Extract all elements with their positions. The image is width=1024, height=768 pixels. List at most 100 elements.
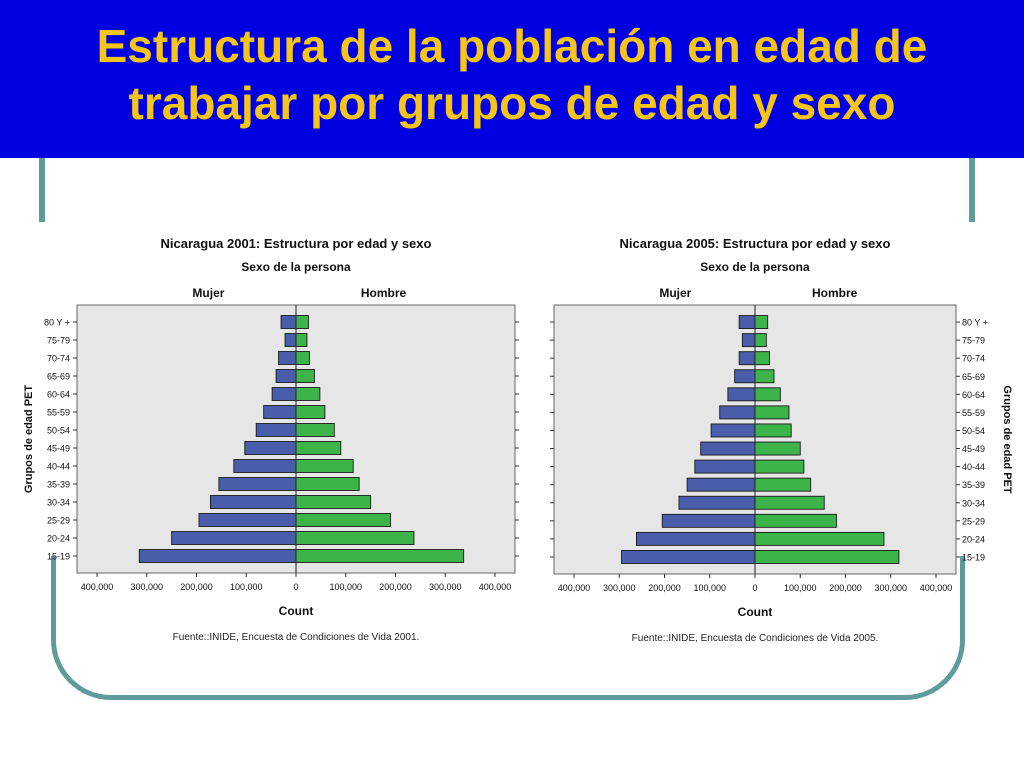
x-tick-label: 200,000	[379, 582, 412, 592]
y-label-left: 30-34	[47, 498, 70, 508]
y-label-right: 50-54	[962, 426, 985, 436]
source-note: Fuente::INIDE, Encuesta de Condiciones d…	[632, 633, 879, 644]
bar-mujer-75-79	[284, 333, 297, 347]
bar-mujer-80Y	[280, 315, 297, 329]
bar-hombre-20-24	[754, 531, 885, 546]
bar-hombre-15-19	[754, 550, 900, 564]
y-label-right: 30-34	[962, 498, 985, 508]
y-label-right: 80 Y +	[962, 318, 988, 328]
bar-hombre-65-69	[295, 369, 315, 383]
y-label-right: 20-24	[962, 534, 985, 544]
bar-hombre-70-74	[295, 351, 310, 365]
x-tick-label: 200,000	[180, 582, 213, 592]
x-tick-label: 100,000	[329, 582, 362, 592]
bar-hombre-30-34	[754, 495, 825, 510]
y-label-left: 20-24	[47, 534, 70, 544]
x-tick-label: 300,000	[429, 582, 462, 592]
bar-hombre-75-79	[295, 333, 308, 347]
y-axis-label-left: Grupos de edad PET	[23, 385, 35, 493]
bar-mujer-25-29	[198, 513, 297, 527]
source-note: Fuente::INIDE, Encuesta de Condiciones d…	[173, 632, 420, 643]
bar-hombre-60-64	[295, 387, 321, 401]
frame-bottom-border	[51, 556, 965, 700]
bar-hombre-80Y	[754, 315, 769, 329]
y-label-right: 60-64	[962, 390, 985, 400]
y-label-left: 40-44	[47, 462, 70, 472]
x-tick-label: 200,000	[829, 583, 862, 593]
bar-mujer-80Y	[738, 315, 756, 329]
slide-header	[0, 0, 1024, 158]
bar-mujer-60-64	[727, 387, 756, 402]
bar-mujer-40-44	[233, 459, 297, 473]
x-tick-label: 400,000	[558, 583, 591, 593]
bar-mujer-30-34	[678, 495, 756, 510]
bar-hombre-75-79	[754, 333, 767, 348]
population-pyramid-2001: Nicaragua 2001: Estructura por edad y se…	[23, 236, 519, 643]
bar-hombre-25-29	[754, 513, 837, 528]
slide-title: Estructura de la población en edad de tr…	[0, 18, 1024, 132]
y-label-left: 75-79	[47, 336, 70, 346]
x-tick-label: 200,000	[648, 583, 681, 593]
bar-mujer-20-24	[171, 531, 297, 545]
y-label-right: 55-59	[962, 408, 985, 418]
bar-mujer-50-54	[710, 423, 756, 438]
bar-hombre-45-49	[754, 441, 801, 456]
y-label-right: 15-19	[962, 552, 985, 562]
x-tick-label: 100,000	[230, 582, 263, 592]
y-label-right: 35-39	[962, 480, 985, 490]
y-label-right: 75-79	[962, 336, 985, 346]
bar-mujer-15-19	[138, 549, 297, 563]
bar-hombre-40-44	[295, 459, 354, 473]
x-tick-label: 0	[293, 582, 298, 592]
chart-subtitle: Sexo de la persona	[700, 260, 810, 274]
x-axis-label: Count	[738, 605, 773, 619]
bar-mujer-55-59	[719, 405, 756, 420]
frame-left-bar	[39, 158, 45, 222]
bar-mujer-55-59	[263, 405, 297, 419]
x-tick-label: 400,000	[81, 582, 114, 592]
legend-hombre: Hombre	[812, 286, 858, 300]
bar-mujer-45-49	[700, 441, 756, 456]
y-label-left: 35-39	[47, 480, 70, 490]
x-tick-label: 400,000	[920, 583, 953, 593]
x-tick-label: 0	[752, 583, 757, 593]
bar-mujer-65-69	[275, 369, 297, 383]
bar-mujer-30-34	[209, 495, 297, 509]
y-label-right: 65-69	[962, 372, 985, 382]
x-tick-label: 300,000	[603, 583, 636, 593]
bar-hombre-65-69	[754, 369, 775, 384]
bar-hombre-20-24	[295, 531, 415, 545]
bar-hombre-45-49	[295, 441, 342, 455]
bar-hombre-50-54	[295, 423, 335, 437]
legend-mujer: Mujer	[659, 286, 691, 300]
chart-title: Nicaragua 2005: Estructura por edad y se…	[620, 236, 891, 251]
bar-hombre-60-64	[754, 387, 781, 402]
y-label-left: 60-64	[47, 390, 70, 400]
bar-hombre-55-59	[754, 405, 790, 420]
x-tick-label: 100,000	[693, 583, 726, 593]
bar-hombre-55-59	[295, 405, 326, 419]
bar-mujer-75-79	[741, 333, 756, 348]
x-axis-label: Count	[279, 604, 314, 618]
x-tick-label: 400,000	[479, 582, 512, 592]
slide-title-line-1: Estructura de la población en edad de	[96, 20, 928, 72]
bar-mujer-70-74	[278, 351, 297, 365]
y-label-left: 65-69	[47, 372, 70, 382]
population-pyramid-2005: Nicaragua 2005: Estructura por edad y se…	[550, 236, 1013, 644]
bar-hombre-35-39	[754, 477, 812, 492]
bar-mujer-65-69	[734, 369, 756, 384]
bar-mujer-45-49	[244, 441, 297, 455]
chart-title: Nicaragua 2001: Estructura por edad y se…	[161, 236, 432, 251]
y-label-left: 15-19	[47, 552, 70, 562]
bar-hombre-80Y	[295, 315, 309, 329]
y-label-left: 55-59	[47, 408, 70, 418]
bar-mujer-20-24	[635, 531, 756, 546]
bar-mujer-60-64	[271, 387, 297, 401]
bar-hombre-50-54	[754, 423, 792, 438]
y-label-left: 45-49	[47, 444, 70, 454]
bar-mujer-40-44	[694, 459, 756, 474]
bar-mujer-15-19	[621, 550, 756, 564]
bar-hombre-40-44	[754, 459, 805, 474]
y-label-right: 70-74	[962, 354, 985, 364]
x-tick-label: 300,000	[874, 583, 907, 593]
